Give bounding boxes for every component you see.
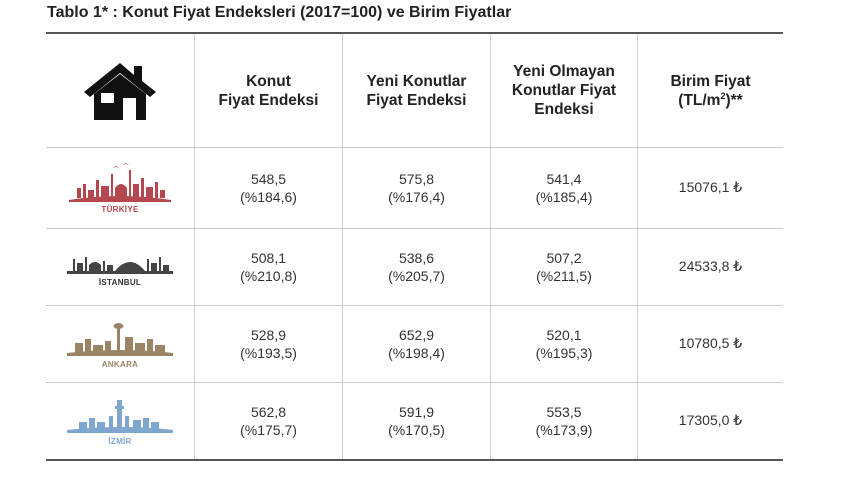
index-change: (%198,4) bbox=[388, 344, 445, 361]
konut-index-cell: 562,8 (%175,7) bbox=[194, 382, 342, 459]
yeni-olmayan-index-cell: 541,4 (%185,4) bbox=[490, 147, 637, 228]
turkiye-skyline-icon bbox=[69, 162, 171, 202]
index-value: 520,1 bbox=[546, 326, 582, 343]
yeni-index-cell: 652,9 (%198,4) bbox=[342, 305, 490, 382]
index-change: (%173,9) bbox=[535, 421, 593, 438]
header-unit: (TL/m bbox=[678, 91, 721, 109]
yeni-index-cell: 538,6 (%205,7) bbox=[342, 228, 490, 305]
table-header-row: Konut Fiyat Endeksi Yeni Konutlar Fiyat … bbox=[46, 34, 783, 147]
konut-index-cell: 548,5 (%184,6) bbox=[194, 147, 342, 228]
header-konut-fiyat-endeksi: Konut Fiyat Endeksi bbox=[194, 34, 342, 147]
table-row: TÜRKİYE 548,5 (%184,6) 575,8 (%176,4) 54… bbox=[46, 147, 783, 228]
istanbul-skyline-icon bbox=[67, 256, 173, 274]
header-unit-sup: 2 bbox=[720, 90, 726, 101]
city-cell: İSTANBUL bbox=[46, 228, 194, 305]
table-top-rule bbox=[46, 32, 783, 34]
index-value: 548,5 bbox=[250, 170, 287, 187]
yeni-index-cell: 591,9 (%170,5) bbox=[342, 382, 490, 459]
header-birim-fiyat: Birim Fiyat (TL/m2)** bbox=[637, 34, 783, 147]
izmir-skyline-icon bbox=[67, 399, 173, 433]
table-title: Tablo 1* : Konut Fiyat Endeksleri (2017=… bbox=[47, 4, 512, 21]
city-label: İSTANBUL bbox=[98, 277, 142, 287]
index-change: (%175,7) bbox=[240, 421, 297, 438]
table-row: İSTANBUL 508,1 (%210,8) 538,6 (%205,7) 5… bbox=[46, 228, 783, 305]
index-value: 507,2 bbox=[546, 249, 582, 266]
index-change: (%193,5) bbox=[240, 344, 297, 361]
table-row: ANKARA 528,9 (%193,5) 652,9 (%198,4) 520… bbox=[46, 305, 783, 382]
birim-fiyat-cell: 24533,8 ₺ bbox=[637, 228, 783, 305]
konut-index-cell: 508,1 (%210,8) bbox=[194, 228, 342, 305]
header-icon-cell bbox=[46, 34, 194, 147]
index-value: 575,8 bbox=[398, 170, 435, 187]
header-text: Fiyat Endeksi bbox=[218, 91, 319, 109]
header-text: Birim Fiyat bbox=[670, 72, 751, 90]
index-value: 591,9 bbox=[398, 403, 435, 420]
header-unit-suffix: )** bbox=[725, 91, 743, 109]
city-label: İZMİR bbox=[108, 436, 132, 446]
header-text: (TL/m2)** bbox=[678, 91, 742, 110]
header-text: Yeni Olmayan bbox=[513, 63, 615, 80]
index-change: (%185,4) bbox=[535, 188, 593, 205]
ankara-skyline-icon bbox=[67, 322, 173, 356]
konut-index-cell: 528,9 (%193,5) bbox=[194, 305, 342, 382]
city-label: ANKARA bbox=[101, 359, 139, 369]
header-text: Yeni Konutlar bbox=[366, 72, 467, 90]
header-text: Konutlar Fiyat bbox=[511, 82, 617, 99]
index-value: 508,1 bbox=[250, 249, 287, 266]
index-value: 541,4 bbox=[546, 170, 582, 187]
table-row: İZMİR 562,8 (%175,7) 591,9 (%170,5) 553,… bbox=[46, 382, 783, 459]
city-cell: TÜRKİYE bbox=[46, 147, 194, 228]
header-yeni-olmayan: Yeni Olmayan Konutlar Fiyat Endeksi bbox=[490, 34, 637, 147]
index-change: (%184,6) bbox=[240, 188, 297, 205]
yeni-olmayan-index-cell: 553,5 (%173,9) bbox=[490, 382, 637, 459]
yeni-index-cell: 575,8 (%176,4) bbox=[342, 147, 490, 228]
yeni-olmayan-index-cell: 507,2 (%211,5) bbox=[490, 228, 637, 305]
birim-fiyat-cell: 10780,5 ₺ bbox=[637, 305, 783, 382]
birim-fiyat-cell: 15076,1 ₺ bbox=[637, 147, 783, 228]
birim-fiyat-cell: 17305,0 ₺ bbox=[637, 382, 783, 459]
index-change: (%195,3) bbox=[535, 344, 593, 361]
city-label: TÜRKİYE bbox=[101, 204, 139, 214]
index-value: 553,5 bbox=[546, 403, 582, 420]
house-icon bbox=[84, 62, 156, 120]
index-change: (%211,5) bbox=[536, 267, 592, 284]
index-change: (%205,7) bbox=[388, 267, 445, 284]
table-bottom-rule bbox=[46, 459, 783, 461]
index-value: 562,8 bbox=[250, 403, 287, 420]
index-change: (%210,8) bbox=[240, 267, 297, 284]
index-value: 528,9 bbox=[250, 326, 287, 343]
index-change: (%176,4) bbox=[388, 188, 445, 205]
header-text: Endeksi bbox=[534, 101, 594, 118]
city-cell: ANKARA bbox=[46, 305, 194, 382]
header-text: Fiyat Endeksi bbox=[366, 91, 467, 109]
index-value: 538,6 bbox=[398, 249, 435, 266]
index-change: (%170,5) bbox=[388, 421, 445, 438]
yeni-olmayan-index-cell: 520,1 (%195,3) bbox=[490, 305, 637, 382]
index-value: 652,9 bbox=[398, 326, 435, 343]
header-yeni-konutlar: Yeni Konutlar Fiyat Endeksi bbox=[342, 34, 490, 147]
city-cell: İZMİR bbox=[46, 382, 194, 459]
header-text: Konut bbox=[246, 72, 291, 90]
